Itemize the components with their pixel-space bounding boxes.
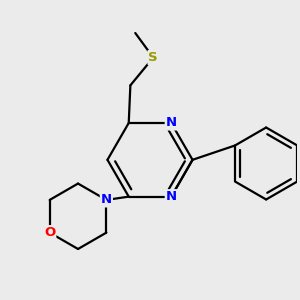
Text: N: N [166,116,177,130]
Text: N: N [166,190,177,203]
Text: N: N [101,194,112,206]
Text: O: O [44,226,55,239]
Text: S: S [148,51,158,64]
